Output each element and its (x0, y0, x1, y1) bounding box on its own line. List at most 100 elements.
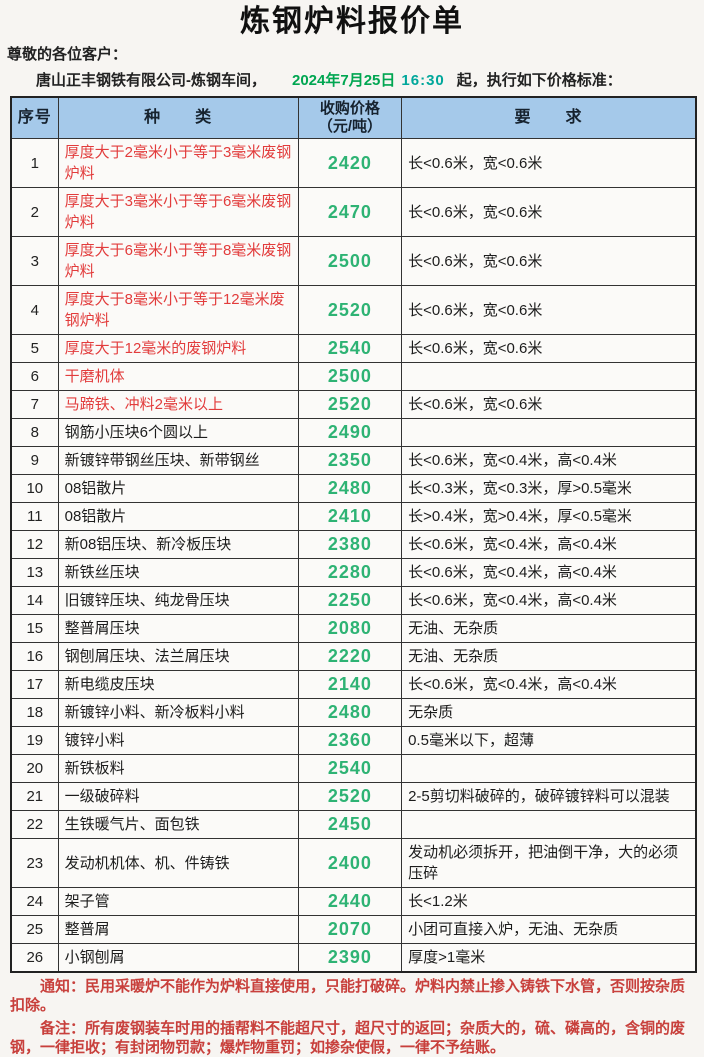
row-number: 26 (10, 943, 59, 973)
kind-cell: 架子管 (57, 887, 299, 916)
requirement-cell: 长<0.6米，宽<0.4米，高<0.4米 (401, 446, 697, 475)
price-cell: 2540 (297, 754, 403, 783)
kind-cell: 镀锌小料 (57, 726, 299, 755)
row-number: 22 (10, 810, 59, 839)
row-number: 25 (10, 915, 59, 944)
remark-paragraph: 备注：所有废钢装车时用的插帮料不能超尺寸，超尺寸的返回；杂质大的，硫、磷高的，含… (10, 1020, 686, 1056)
row-number: 23 (10, 838, 59, 888)
requirement-cell: 长<0.6米，宽<0.6米 (401, 285, 697, 335)
table-row: 13 新铁丝压块 2280 长<0.6米，宽<0.4米，高<0.4米 (10, 558, 697, 587)
price-cell: 2450 (297, 810, 403, 839)
table-row: 3 厚度大于6毫米小于等于8毫米废钢炉料 2500 长<0.6米，宽<0.6米 (10, 236, 697, 286)
row-number: 6 (10, 362, 59, 391)
kind-cell: 小钢刨屑 (57, 943, 299, 973)
requirement-cell: 长<0.6米，宽<0.6米 (401, 138, 697, 188)
price-cell: 2480 (297, 698, 403, 727)
row-number: 16 (10, 642, 59, 671)
row-number: 14 (10, 586, 59, 615)
row-number: 4 (10, 285, 59, 335)
requirement-cell: 厚度>1毫米 (401, 943, 697, 973)
table-row: 22 生铁暖气片、面包铁 2450 (10, 810, 697, 839)
header-purchase-price: 收购价格 （元/吨） (297, 96, 403, 139)
table-row: 14 旧镀锌压块、纯龙骨压块 2250 长<0.6米，宽<0.4米，高<0.4米 (10, 586, 697, 615)
kind-cell: 新镀锌小料、新冷板料小料 (57, 698, 299, 727)
table-row: 5 厚度大于12毫米的废钢炉料 2540 长<0.6米，宽<0.6米 (10, 334, 697, 363)
greeting-line: 尊敬的各位客户： (7, 46, 128, 63)
kind-cell: 厚度大于2毫米小于等于3毫米废钢炉料 (57, 138, 299, 188)
row-number: 24 (10, 887, 59, 916)
requirement-cell: 长<1.2米 (401, 887, 697, 916)
table-row: 15 整普屑压块 2080 无油、无杂质 (10, 614, 697, 643)
row-number: 12 (10, 530, 59, 559)
requirement-cell: 小团可直接入炉，无油、无杂质 (401, 915, 697, 944)
table-row: 24 架子管 2440 长<1.2米 (10, 887, 697, 916)
kind-cell: 新铁板料 (57, 754, 299, 783)
table-row: 8 钢筋小压块6个圆以上 2490 (10, 418, 697, 447)
requirement-cell: 长<0.6米，宽<0.4米，高<0.4米 (401, 586, 697, 615)
row-number: 10 (10, 474, 59, 503)
price-cell: 2490 (297, 418, 403, 447)
table-row: 23 发动机机体、机、件铸铁 2400 发动机必须拆开，把油倒干净，大的必须压碎 (10, 838, 697, 888)
kind-cell: 08铝散片 (57, 502, 299, 531)
requirement-cell: 长<0.3米，宽<0.3米，厚>0.5毫米 (401, 474, 697, 503)
row-number: 1 (10, 138, 59, 188)
kind-cell: 整普屑 (57, 915, 299, 944)
kind-cell: 厚度大于8毫米小于等于12毫米废钢炉料 (57, 285, 299, 335)
table-row: 20 新铁板料 2540 (10, 754, 697, 783)
header-serial-number: 序号 (10, 96, 59, 139)
requirement-cell: 长<0.6米，宽<0.6米 (401, 390, 697, 419)
intro-line: 唐山正丰钢铁有限公司-炼钢车间， 2024年7月25日 16:30 起，执行如下价格标… (36, 72, 704, 90)
requirement-cell: 无油、无杂质 (401, 642, 697, 671)
price-cell: 2480 (297, 474, 403, 503)
row-number: 17 (10, 670, 59, 699)
table-row: 11 08铝散片 2410 长>0.4米，宽>0.4米，厚<0.5毫米 (10, 502, 697, 531)
kind-cell: 生铁暖气片、面包铁 (57, 810, 299, 839)
row-number: 9 (10, 446, 59, 475)
price-cell: 2390 (297, 943, 403, 973)
row-number: 18 (10, 698, 59, 727)
effective-date: 2024年7月25日 (292, 72, 396, 89)
kind-cell: 新电缆皮压块 (57, 670, 299, 699)
table-body: 1 厚度大于2毫米小于等于3毫米废钢炉料 2420 长<0.6米，宽<0.6米 2 厚度大… (10, 138, 697, 973)
row-number: 21 (10, 782, 59, 811)
kind-cell: 干磨机体 (57, 362, 299, 391)
row-number: 5 (10, 334, 59, 363)
table-row: 2 厚度大于3毫米小于等于6毫米废钢炉料 2470 长<0.6米，宽<0.6米 (10, 187, 697, 237)
kind-cell: 整普屑压块 (57, 614, 299, 643)
kind-cell: 新铁丝压块 (57, 558, 299, 587)
table-row: 7 马蹄铁、冲料2毫米以上 2520 长<0.6米，宽<0.6米 (10, 390, 697, 419)
requirement-cell: 长>0.4米，宽>0.4米，厚<0.5毫米 (401, 502, 697, 531)
table-header-row: 序号 种 类 收购价格 （元/吨） 要 求 (10, 96, 697, 139)
requirement-cell: 长<0.6米，宽<0.6米 (401, 236, 697, 286)
row-number: 15 (10, 614, 59, 643)
requirement-cell: 2-5剪切料破碎的，破碎镀锌料可以混装 (401, 782, 697, 811)
requirement-cell: 0.5毫米以下，超薄 (401, 726, 697, 755)
kind-cell: 新08铝压块、新冷板压块 (57, 530, 299, 559)
requirement-cell (401, 362, 697, 391)
requirement-cell (401, 810, 697, 839)
kind-cell: 厚度大于6毫米小于等于8毫米废钢炉料 (57, 236, 299, 286)
header-requirement: 要 求 (401, 96, 697, 139)
price-table: 序号 种 类 收购价格 （元/吨） 要 求 1 厚度大于2毫米小于等于3毫米废钢炉… (10, 96, 697, 973)
price-cell: 2280 (297, 558, 403, 587)
price-cell: 2500 (297, 236, 403, 286)
price-cell: 2350 (297, 446, 403, 475)
price-cell: 2440 (297, 887, 403, 916)
price-cell: 2070 (297, 915, 403, 944)
kind-cell: 钢刨屑压块、法兰屑压块 (57, 642, 299, 671)
price-cell: 2470 (297, 187, 403, 237)
intro-suffix: 起，执行如下价格标准： (456, 72, 622, 89)
table-row: 6 干磨机体 2500 (10, 362, 697, 391)
price-cell: 2410 (297, 502, 403, 531)
requirement-cell: 长<0.6米，宽<0.4米，高<0.4米 (401, 558, 697, 587)
price-cell: 2380 (297, 530, 403, 559)
table-row: 1 厚度大于2毫米小于等于3毫米废钢炉料 2420 长<0.6米，宽<0.6米 (10, 138, 697, 188)
row-number: 11 (10, 502, 59, 531)
row-number: 13 (10, 558, 59, 587)
kind-cell: 发动机机体、机、件铸铁 (57, 838, 299, 888)
price-cell: 2220 (297, 642, 403, 671)
price-cell: 2400 (297, 838, 403, 888)
table-row: 10 08铝散片 2480 长<0.3米，宽<0.3米，厚>0.5毫米 (10, 474, 697, 503)
price-cell: 2500 (297, 362, 403, 391)
price-cell: 2250 (297, 586, 403, 615)
